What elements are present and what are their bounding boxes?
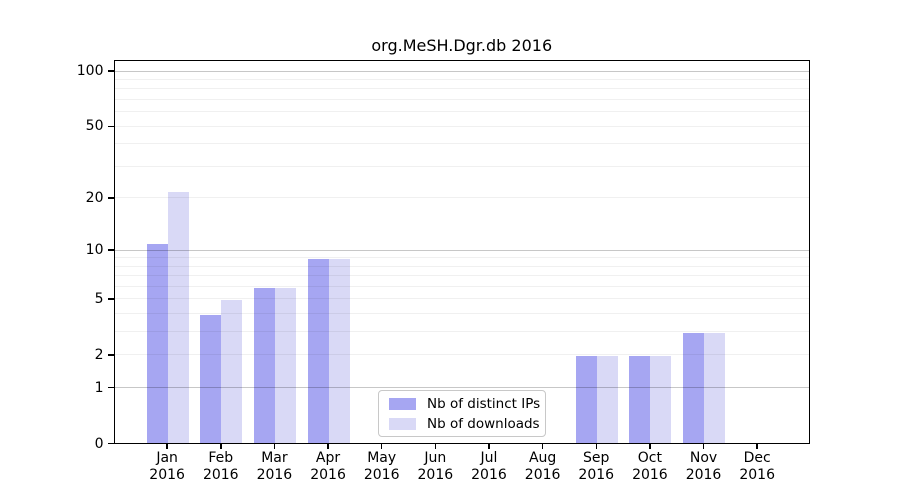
minor-gridline bbox=[114, 197, 809, 199]
bar-distinct-ips bbox=[200, 314, 222, 443]
minor-gridline bbox=[114, 331, 809, 333]
y-axis-tick-label: 0 bbox=[94, 435, 104, 452]
bar-distinct-ips bbox=[629, 355, 651, 443]
bar-downloads bbox=[650, 355, 672, 443]
minor-gridline bbox=[114, 257, 809, 259]
minor-gridline bbox=[114, 313, 809, 315]
bar-distinct-ips bbox=[307, 258, 329, 443]
y-axis-tick bbox=[107, 70, 114, 72]
x-axis-tick bbox=[220, 443, 222, 449]
x-axis-tick bbox=[380, 443, 383, 449]
bar-downloads bbox=[596, 355, 618, 443]
x-axis-tick-label: Mar 2016 bbox=[256, 449, 293, 483]
major-gridline bbox=[114, 70, 809, 72]
y-axis-tick-label: 10 bbox=[85, 242, 104, 259]
major-gridline bbox=[114, 249, 809, 251]
chart-title: org.MeSH.Dgr.db 2016 bbox=[371, 36, 553, 55]
bar-downloads bbox=[704, 332, 726, 443]
minor-gridline bbox=[114, 143, 809, 145]
y-axis-tick-label: 100 bbox=[76, 63, 104, 80]
legend-entry: Nb of distinct IPs bbox=[389, 396, 540, 412]
x-axis-tick bbox=[756, 443, 758, 449]
x-axis-tick bbox=[166, 443, 168, 449]
x-axis-tick-label: Nov 2016 bbox=[685, 449, 722, 483]
x-axis-tick bbox=[649, 443, 651, 449]
x-axis-tick-label: Oct 2016 bbox=[632, 449, 668, 483]
y-axis-tick-label: 5 bbox=[94, 290, 104, 307]
x-axis-tick-label: Jan 2016 bbox=[149, 449, 185, 483]
x-axis-tick bbox=[273, 443, 276, 449]
minor-gridline bbox=[114, 99, 809, 101]
y-axis-tick-label: 50 bbox=[85, 118, 104, 135]
minor-gridline bbox=[114, 298, 809, 300]
plot-area bbox=[113, 60, 810, 444]
legend-swatch-distinct-ips bbox=[389, 397, 416, 410]
bar-downloads bbox=[328, 258, 350, 443]
y-axis-tick-label: 2 bbox=[94, 346, 104, 363]
bar-distinct-ips bbox=[146, 244, 168, 443]
major-gridline bbox=[114, 387, 809, 389]
x-axis-tick-label: Jul 2016 bbox=[471, 449, 507, 483]
minor-gridline bbox=[114, 88, 809, 90]
x-axis-tick bbox=[488, 443, 490, 449]
y-axis-tick bbox=[107, 386, 114, 389]
y-axis-tick bbox=[107, 125, 114, 128]
x-axis-tick bbox=[702, 443, 705, 449]
x-axis-tick bbox=[595, 443, 597, 449]
x-axis-tick-label: May 2016 bbox=[363, 449, 400, 483]
bar-distinct-ips bbox=[683, 332, 705, 443]
legend-label: Nb of downloads bbox=[427, 415, 540, 432]
x-axis-tick-label: Jun 2016 bbox=[417, 449, 454, 483]
bar-distinct-ips bbox=[575, 355, 597, 443]
legend-entry: Nb of downloads bbox=[389, 416, 540, 432]
minor-gridline bbox=[114, 265, 809, 267]
x-axis-tick-label: Sep 2016 bbox=[578, 449, 615, 483]
bar-distinct-ips bbox=[253, 287, 275, 443]
legend: Nb of distinct IPs Nb of downloads bbox=[378, 390, 546, 437]
legend-swatch-downloads bbox=[389, 417, 416, 430]
minor-gridline bbox=[114, 275, 809, 277]
minor-gridline bbox=[114, 286, 809, 287]
bar-downloads bbox=[167, 191, 189, 443]
x-axis-tick-label: Apr 2016 bbox=[310, 449, 346, 483]
x-axis-tick bbox=[434, 443, 437, 449]
y-axis-tick-label: 1 bbox=[94, 379, 104, 396]
y-axis-tick-label: 20 bbox=[85, 189, 104, 206]
y-axis-tick bbox=[107, 442, 114, 445]
x-axis-tick-label: Feb 2016 bbox=[202, 449, 239, 483]
y-axis-tick bbox=[107, 298, 114, 300]
x-axis-tick-label: Dec 2016 bbox=[739, 449, 775, 483]
minor-gridline bbox=[114, 125, 809, 127]
minor-gridline bbox=[114, 165, 809, 167]
minor-gridline bbox=[114, 354, 809, 356]
legend-label: Nb of distinct IPs bbox=[427, 395, 541, 412]
x-axis-tick bbox=[541, 443, 544, 449]
minor-gridline bbox=[114, 111, 809, 113]
y-axis-tick bbox=[107, 249, 114, 251]
x-axis-tick-label: Aug 2016 bbox=[524, 449, 561, 483]
bar-downloads bbox=[221, 299, 243, 443]
bar-downloads bbox=[274, 287, 296, 443]
y-axis-tick bbox=[107, 354, 114, 356]
minor-gridline bbox=[114, 79, 809, 81]
x-axis-tick bbox=[327, 443, 329, 449]
y-axis-tick bbox=[107, 197, 114, 199]
